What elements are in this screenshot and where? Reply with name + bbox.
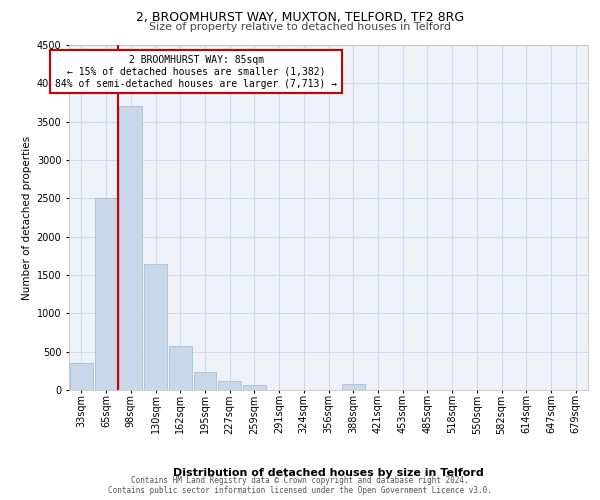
Bar: [144, 264, 167, 390]
Bar: [169, 346, 191, 390]
X-axis label: Distribution of detached houses by size in Telford: Distribution of detached houses by size …: [173, 468, 484, 478]
Y-axis label: Number of detached properties: Number of detached properties: [22, 136, 32, 300]
Text: Size of property relative to detached houses in Telford: Size of property relative to detached ho…: [149, 22, 451, 32]
Bar: [342, 384, 365, 390]
Bar: [119, 106, 142, 390]
Text: 2, BROOMHURST WAY, MUXTON, TELFORD, TF2 8RG: 2, BROOMHURST WAY, MUXTON, TELFORD, TF2 …: [136, 11, 464, 24]
Bar: [95, 198, 118, 390]
Text: Contains HM Land Registry data © Crown copyright and database right 2024.
Contai: Contains HM Land Registry data © Crown c…: [108, 476, 492, 495]
Bar: [194, 372, 216, 390]
Bar: [243, 384, 266, 390]
Text: 2 BROOMHURST WAY: 85sqm
← 15% of detached houses are smaller (1,382)
84% of semi: 2 BROOMHURST WAY: 85sqm ← 15% of detache…: [55, 56, 337, 88]
Bar: [218, 381, 241, 390]
Bar: [70, 363, 93, 390]
